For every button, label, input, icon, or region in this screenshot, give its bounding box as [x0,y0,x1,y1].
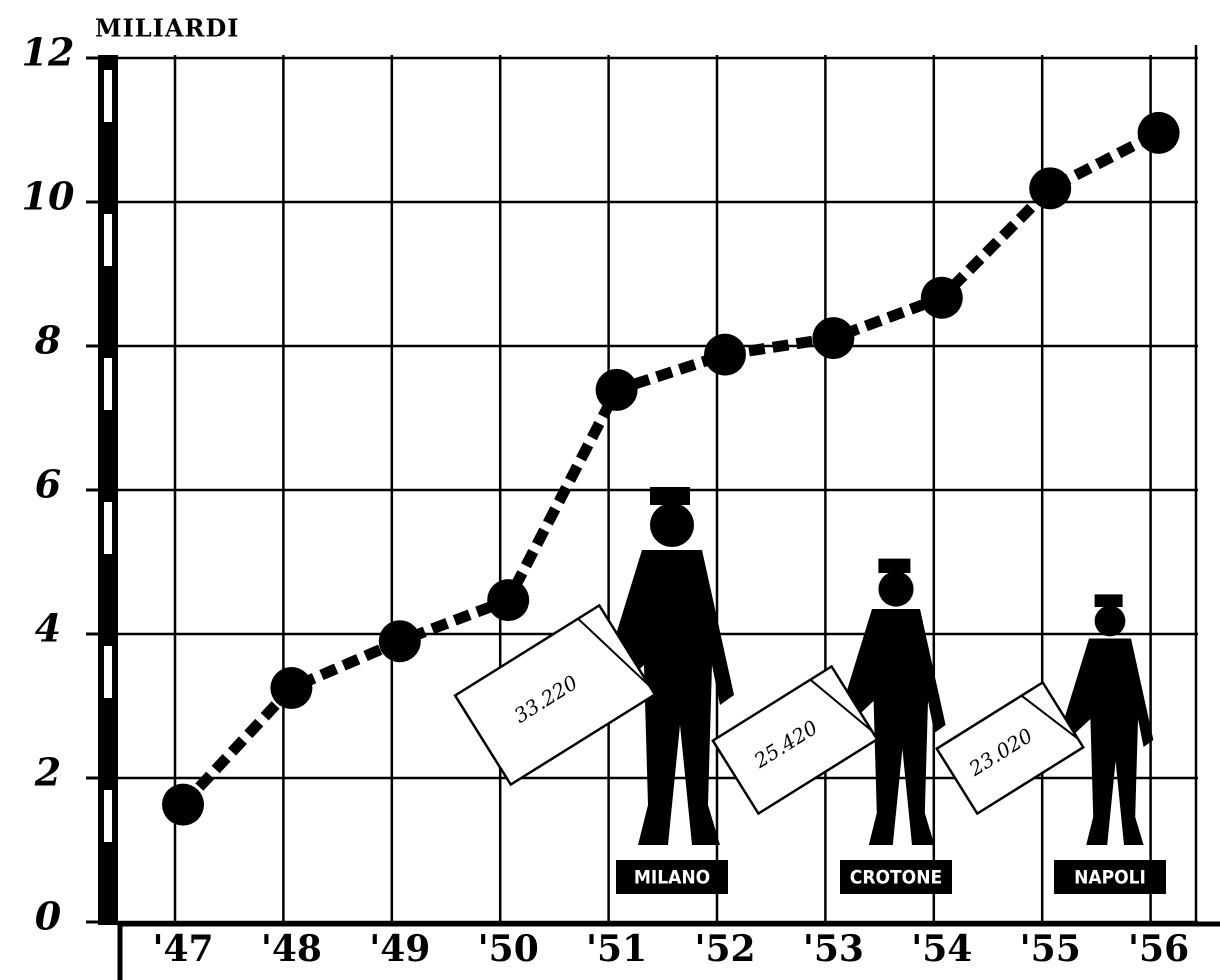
figure-head [1094,605,1126,637]
y-tick-label: 12 [22,30,75,75]
axis-stripe [104,502,112,554]
figure-cap [650,487,690,505]
y-tick-label: 6 [35,462,61,507]
y-tick-label: 2 [34,750,61,795]
city-label-box [616,860,728,894]
x-tick-label: '55 [1020,928,1081,970]
city-label: CROTONE [850,867,942,889]
axis-stripe [104,70,112,122]
envelope-body [711,664,879,816]
axis-stripe [104,358,112,410]
axis-stripe [104,214,112,266]
figures: 33.220 MILANO 25.420 CROTONE 23.020 NAPOLI [453,487,1166,894]
figure [840,558,946,845]
data-point [812,317,855,360]
city-label: MILANO [634,867,710,889]
x-tick-label: '48 [261,928,322,970]
figure-head [650,503,694,547]
figure-body [840,609,946,845]
city-label-box [840,860,952,894]
figure [1061,594,1154,845]
figure-cap [1094,594,1123,607]
x-tick-label: '51 [586,928,647,970]
data-point [1137,111,1180,154]
data-point [162,783,204,826]
data-point [487,579,530,622]
axis-stripe [104,790,112,842]
grid [118,45,1198,924]
envelope: 25.420 [711,664,879,816]
data-point [704,333,746,376]
envelope-body [453,603,657,787]
data-point [595,368,638,411]
city-label-box [1054,860,1166,894]
envelope: 23.020 [935,680,1085,816]
data-point [920,276,963,319]
x-tick-label: '52 [694,928,755,970]
figure-body [602,550,734,845]
data-point [378,620,421,663]
y-axis-label: MILIARDI [95,14,240,43]
envelope: 33.220 [453,603,657,787]
figure-head [878,571,914,607]
y-tick-label: 8 [34,318,61,363]
x-tick-label: '54 [911,928,972,970]
y-tick-label: 0 [35,894,62,939]
x-tick-label: '49 [369,928,430,970]
axis-stripes [104,70,112,842]
envelope-flap [577,617,651,687]
city-label: NAPOLI [1074,867,1146,889]
figure [602,487,734,845]
x-tick-label: '47 [152,928,213,970]
x-axis-strip [117,921,1220,980]
data-line [178,127,1162,809]
figure-cap [878,558,911,573]
x-tick-label: '56 [1128,928,1189,970]
data-point [1029,167,1072,210]
envelope-flap [809,678,873,732]
figure-body [1061,638,1154,845]
y-tick-label: 10 [22,174,75,219]
envelope-flap [1020,694,1079,740]
y-tick-label: 4 [35,606,61,651]
data-point [270,667,313,709]
axis-stripe [104,646,112,698]
x-tick-label: '50 [478,928,539,970]
x-tick-label: '53 [803,928,864,970]
y-axis-bar [98,55,118,925]
